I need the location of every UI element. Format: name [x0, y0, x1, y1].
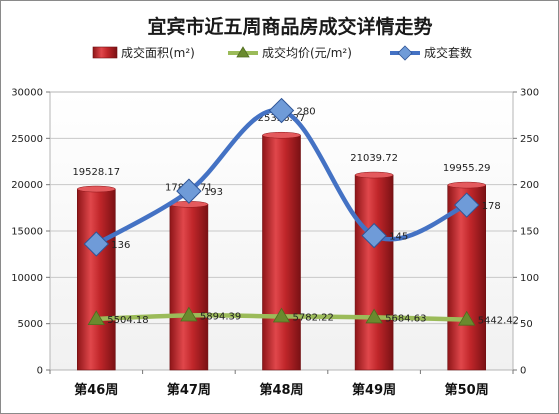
bar-top [354, 171, 394, 179]
avg-price-data-label: 5504.18 [107, 315, 148, 326]
deal-count-data-label: 280 [297, 107, 316, 118]
left-tick-label: 0 [37, 366, 43, 377]
legend-label-area: 成交面积(m²) [121, 45, 195, 60]
right-tick-label: 0 [520, 366, 526, 377]
bar-top [77, 185, 116, 193]
deal-count-point [176, 178, 202, 204]
bar-data-label: 21039.72 [350, 153, 398, 164]
bar [169, 204, 209, 371]
legend-marker-count [397, 45, 413, 61]
right-axis: 0 50 100 150 200 250 300 [513, 88, 539, 377]
deal-count-point [361, 222, 387, 249]
avg-price-data-label: 5442.42 [478, 316, 519, 327]
category-label: 第48周 [259, 382, 303, 398]
bar [262, 134, 301, 371]
bar-top [262, 131, 301, 139]
left-tick-label: 5000 [18, 319, 43, 330]
deal-count-point [453, 192, 480, 218]
legend-label-price: 成交均价(元/m²) [262, 45, 352, 60]
left-tick-label: 30000 [11, 88, 43, 99]
category-label: 第49周 [352, 382, 396, 398]
bar-data-label: 19955.29 [443, 163, 491, 174]
right-tick-label: 150 [520, 227, 539, 238]
legend-label-count: 成交套数 [424, 45, 472, 60]
avg-price-point [458, 310, 476, 326]
category-label: 第46周 [74, 382, 118, 398]
line-series: 5504.18 5894.39 5782.22 5684.63 5442.42 136 19… [83, 97, 519, 327]
chart-title: 宜宾市近五周商品房成交详情走势 [147, 15, 432, 38]
right-tick-label: 50 [520, 319, 533, 330]
avg-price-data-label: 5894.39 [200, 311, 241, 322]
left-tick-label: 25000 [11, 134, 43, 145]
avg-price-point [87, 310, 105, 325]
legend-marker-price [236, 46, 250, 58]
category-label: 第47周 [167, 382, 211, 398]
deal-count-point [83, 231, 110, 257]
avg-price-data-label: 5684.63 [385, 313, 426, 324]
left-tick-label: 20000 [11, 180, 43, 191]
right-tick-label: 200 [520, 180, 539, 191]
right-tick-label: 100 [520, 273, 539, 284]
right-tick-label: 300 [520, 88, 539, 99]
deal-count-data-label: 136 [111, 240, 130, 251]
deal-count-data-label: 178 [482, 201, 501, 212]
avg-price-point [365, 308, 383, 324]
bar-data-label: 19528.17 [72, 167, 120, 178]
left-tick-label: 10000 [11, 273, 43, 284]
category-label: 第50周 [445, 382, 489, 398]
deal-count-data-label: 193 [204, 187, 223, 198]
left-axis: 0 5000 10000 15000 20000 25000 30000 [11, 88, 50, 377]
legend: 成交面积(m²) 成交均价(元/m²) 成交套数 [92, 45, 472, 61]
bar [354, 174, 394, 371]
left-tick-label: 15000 [11, 227, 43, 238]
avg-price-point [180, 306, 198, 322]
deal-count-point [268, 97, 295, 124]
right-tick-label: 250 [520, 134, 539, 145]
avg-price-data-label: 5782.22 [293, 312, 334, 323]
bar-top [447, 181, 486, 189]
bar [77, 188, 116, 371]
category-axis: 第46周 第47周 第48周 第49周 第50周 [49, 370, 514, 398]
deal-count-data-label: 145 [389, 232, 408, 243]
legend-swatch-area [92, 46, 118, 59]
avg-price-point [272, 307, 291, 323]
